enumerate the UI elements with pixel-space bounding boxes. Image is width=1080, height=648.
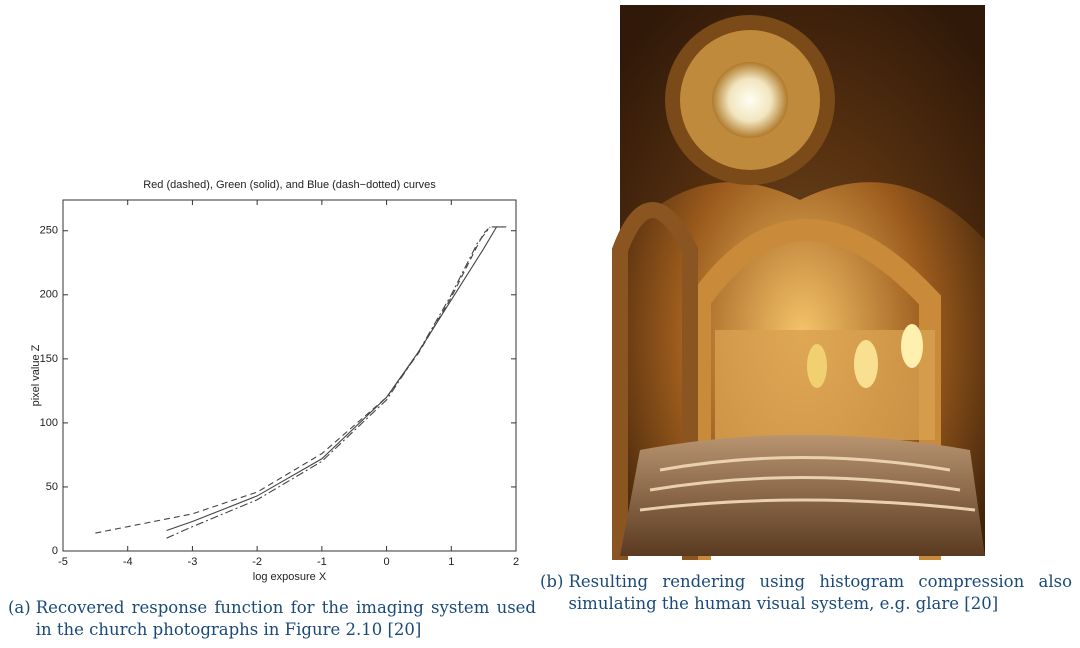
x-tick-label: 1 (448, 556, 454, 568)
x-axis-label: log exposure X (253, 571, 327, 583)
page: Red (dashed), Green (solid), and Blue (d… (0, 0, 1080, 648)
x-tick-label: -2 (252, 556, 262, 568)
y-tick-label: 50 (46, 481, 58, 493)
caption-label: (b) (540, 571, 563, 615)
x-tick-label: -4 (123, 556, 133, 568)
x-tick-label: -5 (58, 556, 68, 568)
church-photo (620, 5, 985, 560)
y-tick-label: 0 (52, 545, 58, 557)
curve (167, 227, 507, 531)
x-tick-label: -3 (188, 556, 198, 568)
caption-text: Resulting rendering using histogram comp… (568, 571, 1072, 615)
caption-label: (a) (8, 597, 31, 641)
plot-area (63, 200, 516, 551)
caption-a: (a) Recovered response function for the … (8, 597, 536, 641)
curve (95, 227, 503, 533)
x-tick-label: 0 (384, 556, 390, 568)
y-tick-label: 100 (40, 417, 58, 429)
figure: Red (dashed), Green (solid), and Blue (d… (0, 0, 1080, 648)
y-tick-label: 200 (40, 289, 58, 301)
caption-text: Recovered response function for the imag… (36, 597, 536, 641)
chart-title: Red (dashed), Green (solid), and Blue (d… (143, 179, 436, 191)
x-tick-label: -1 (317, 556, 327, 568)
y-tick-label: 150 (40, 353, 58, 365)
y-tick-label: 250 (40, 225, 58, 237)
x-tick-label: 2 (513, 556, 519, 568)
curve (167, 227, 491, 538)
caption-b: (b) Resulting rendering using histogram … (540, 571, 1072, 615)
